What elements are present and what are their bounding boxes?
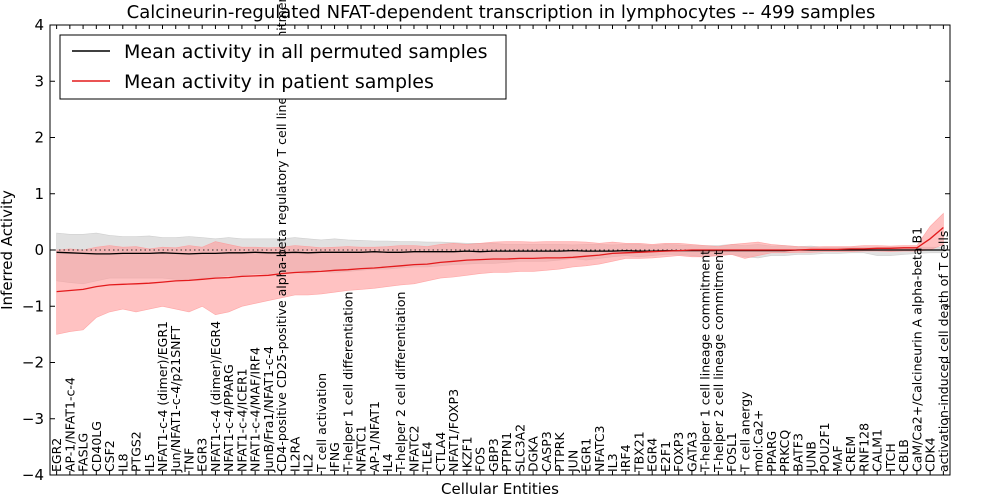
- x-category-label: NFAT1-c-4 (dimer)/EGR4: [208, 321, 223, 472]
- x-category-label: IL2RA: [287, 436, 302, 472]
- chart-title: Calcineurin-regulated NFAT-dependent tra…: [127, 2, 876, 23]
- x-category-label: IFNG: [327, 442, 342, 472]
- x-category-label: NFATC2: [407, 425, 422, 472]
- x-category-label: FOSL1: [724, 432, 739, 472]
- x-category-label: PRKCQ: [777, 430, 792, 472]
- x-category-label: T-helper 1 cell lineage commitment: [698, 250, 713, 473]
- x-category-label: EGR3: [195, 438, 210, 472]
- x-category-label: BATF3: [790, 433, 805, 472]
- x-category-label: DGKA: [526, 436, 541, 472]
- x-category-label: TLE4: [420, 441, 435, 472]
- x-category-label: TNF: [182, 448, 197, 473]
- x-category-label: IKZF1: [459, 436, 474, 472]
- x-category-label: T-helper 2 cell lineage commitment: [711, 250, 726, 473]
- x-category-label: FOXP3: [671, 432, 686, 472]
- y-tick-label: 0: [34, 241, 44, 259]
- x-category-label: RNF128: [857, 423, 872, 472]
- y-tick-label: 2: [34, 129, 44, 147]
- x-category-label: CD4-positive CD25-positive alpha-beta re…: [274, 0, 289, 472]
- x-category-label: POU2F1: [817, 422, 832, 472]
- legend-label-0: Mean activity in all permuted samples: [124, 41, 487, 63]
- x-category-label: SLC3A2: [512, 424, 527, 472]
- x-category-label: CALM1: [870, 429, 885, 472]
- x-category-label: ITCH: [883, 443, 898, 472]
- x-category-label: PTPN1: [499, 432, 514, 472]
- x-category-label: IL8: [115, 453, 130, 472]
- legend-box: [59, 34, 507, 100]
- x-category-label: T cell anergy: [737, 391, 752, 473]
- y-tick-label: 1: [34, 185, 44, 203]
- x-category-label: IL3: [605, 453, 620, 472]
- x-category-label: EGR1: [579, 438, 594, 472]
- x-category-label: NFATC1: [354, 425, 369, 472]
- x-category-label: NFAT1-c-4/PPARG: [221, 364, 236, 472]
- series-1-line: [56, 227, 944, 293]
- y-tick-label: 3: [34, 72, 44, 90]
- x-category-label: NFAT1-c-4/ICER1: [234, 368, 249, 472]
- series-1-band: [56, 212, 944, 335]
- x-category-label: PTPRK: [552, 432, 567, 472]
- y-tick-label: −4: [22, 466, 44, 484]
- x-category-label: FOS: [473, 447, 488, 472]
- x-category-label: PTGS2: [129, 431, 144, 472]
- x-category-label: IL2: [301, 453, 316, 472]
- x-category-label: FASLG: [76, 433, 91, 472]
- x-category-label: CASP3: [539, 431, 554, 472]
- x-category-label: AP-1/NFAT1: [367, 401, 382, 472]
- x-category-label: CBLB: [896, 439, 911, 472]
- x-category-label: JUN: [565, 450, 580, 473]
- y-tick-label: −2: [22, 354, 44, 372]
- x-axis-title: Cellular Entities: [441, 480, 559, 498]
- x-category-label: IRF4: [618, 444, 633, 472]
- y-tick-label: −3: [22, 410, 44, 428]
- x-category-label: T-helper 2 cell differentiation: [393, 292, 408, 473]
- x-category-label: CD40LG: [89, 421, 104, 472]
- x-category-label: EGR4: [645, 438, 660, 472]
- x-category-label: TBX21: [632, 431, 647, 473]
- x-category-label: T-helper 1 cell differentiation: [340, 292, 355, 473]
- x-category-label: EGR2: [49, 438, 64, 472]
- x-category-label: JunB/Fra1/NFAT1-c-4: [261, 346, 276, 473]
- x-category-label: CDK4: [923, 437, 938, 472]
- x-category-label: NFAT1-c-4/MAF/IRF4: [248, 347, 263, 472]
- x-category-label: Jun/NFAT1-c-4/p21SNFT: [168, 326, 183, 473]
- x-category-label: mol:Ca2+: [751, 410, 766, 472]
- x-category-label: CTLA4: [433, 432, 448, 472]
- x-category-label: GBP3: [486, 438, 501, 472]
- x-category-label: NFAT1/FOXP3: [446, 389, 461, 472]
- x-category-label: E2F1: [658, 441, 673, 472]
- y-tick-label: −1: [22, 297, 44, 315]
- x-category-label: NFAT1-c-4 (dimer)/EGR1: [155, 321, 170, 472]
- legend-label-1: Mean activity in patient samples: [124, 71, 434, 93]
- x-category-label: IL5: [142, 453, 157, 472]
- x-category-label: MAF: [830, 445, 845, 472]
- x-category-label: PPARG: [764, 431, 779, 472]
- x-category-label: activation-induced cell death of T cells: [936, 231, 951, 472]
- x-category-label: CaM/Ca2+/Calcineurin A alpha-beta B1: [909, 227, 924, 472]
- x-category-label: NFATC3: [592, 425, 607, 472]
- y-axis-title: Inferred Activity: [0, 190, 16, 310]
- x-category-label: JUNB: [804, 441, 819, 473]
- y-tick-label: 4: [34, 16, 44, 34]
- x-category-label: CSF2: [102, 440, 117, 472]
- x-category-label: GATA3: [684, 432, 699, 472]
- x-category-label: AP-1/NFAT1-c-4: [62, 377, 77, 472]
- x-category-label: T cell activation: [314, 373, 329, 473]
- x-category-label: CREM: [843, 436, 858, 472]
- x-category-label: IL4: [380, 453, 395, 472]
